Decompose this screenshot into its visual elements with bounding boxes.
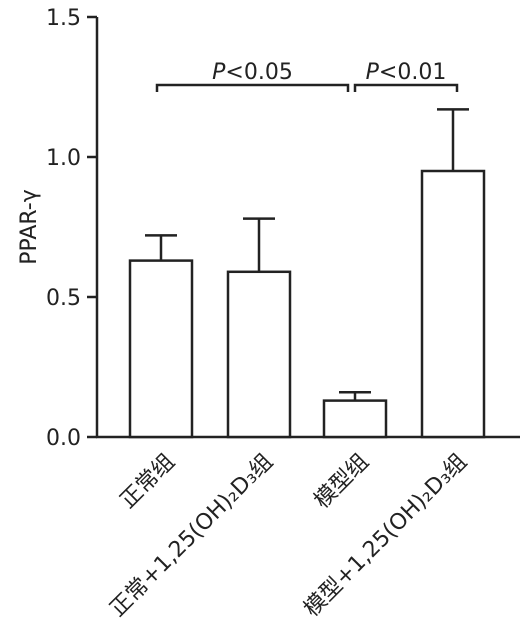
bar — [226, 270, 292, 439]
bar — [128, 259, 194, 439]
p-value-label: P<0.01 — [366, 60, 447, 85]
y-tick-label: 0.5 — [46, 286, 81, 311]
significance-bracket — [353, 83, 459, 92]
p-value-label: P<0.05 — [212, 60, 293, 85]
p-italic: P — [212, 60, 226, 85]
p-threshold: <0.01 — [379, 60, 446, 85]
bar — [322, 399, 388, 439]
y-tick-label: 1.5 — [46, 6, 81, 31]
x-category-label: 正常组 — [116, 449, 180, 513]
significance-bracket — [155, 83, 350, 92]
bar — [420, 169, 486, 439]
x-category-label: 模型+1,25(OH)₂D₃组 — [299, 449, 472, 622]
y-tick-label: 1.0 — [46, 146, 81, 171]
x-category-label: 模型组 — [310, 449, 374, 513]
y-tick-label: 0.0 — [46, 426, 81, 451]
p-italic: P — [366, 60, 380, 85]
y-axis-label: PPAR-γ — [17, 189, 42, 265]
p-threshold: <0.05 — [225, 60, 292, 85]
x-category-label: 正常+1,25(OH)₂D₃组 — [105, 449, 278, 622]
